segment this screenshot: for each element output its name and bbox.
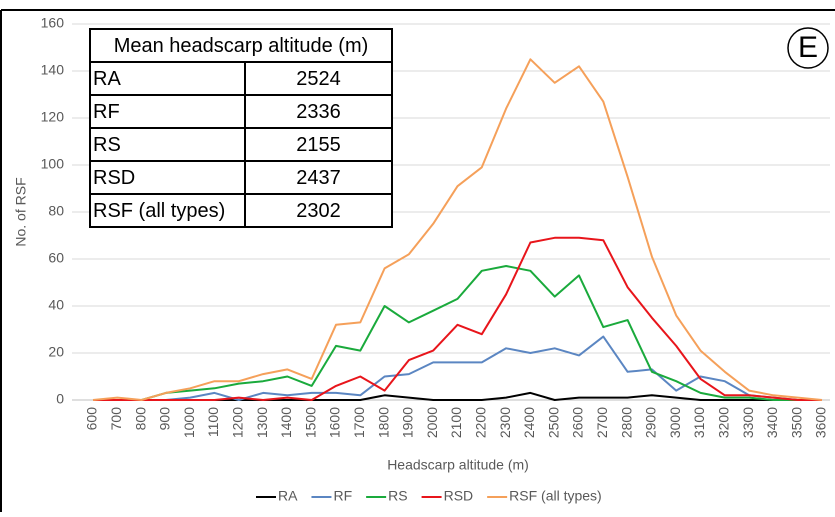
x-tick-label: 1500 <box>302 407 318 438</box>
x-tick-label: 2000 <box>424 407 440 438</box>
legend-label: RSD <box>444 488 474 504</box>
annotation: E <box>798 31 818 64</box>
table-cell: 2336 <box>296 101 341 123</box>
x-tick-label: 1300 <box>254 407 270 438</box>
x-tick-label: 2400 <box>521 407 537 438</box>
y-tick-label: 80 <box>48 203 64 219</box>
x-tick-label: 900 <box>157 407 173 431</box>
series-line <box>93 265 822 401</box>
table-cell: 2524 <box>296 68 341 90</box>
series-line <box>93 335 822 401</box>
x-tick-label: 2800 <box>618 407 634 438</box>
x-tick-label: 2300 <box>497 407 513 438</box>
y-tick-label: 140 <box>41 62 65 78</box>
x-tick-label: 3500 <box>788 407 804 438</box>
y-tick-label: 20 <box>48 344 64 360</box>
y-tick-label: 60 <box>48 250 64 266</box>
x-tick-label: 1800 <box>375 407 391 438</box>
x-tick-label: 2200 <box>473 407 489 438</box>
x-tick-label: 2600 <box>570 407 586 438</box>
table-cell: RSF (all types) <box>93 200 225 222</box>
y-axis-label: No. of RSF <box>13 177 29 246</box>
series-line <box>92 58 823 401</box>
x-tick-label: 3200 <box>716 407 732 438</box>
x-tick-label: 3600 <box>813 407 829 438</box>
x-axis-label: Headscarp altitude (m) <box>387 457 529 473</box>
y-tick-label: 120 <box>41 109 65 125</box>
x-tick-label: 800 <box>132 407 148 431</box>
table-cell: 2155 <box>296 134 341 156</box>
x-tick-label: 2700 <box>594 407 610 438</box>
x-tick-label: 2100 <box>448 407 464 438</box>
x-tick-label: 700 <box>108 407 124 431</box>
x-tick-label: 3400 <box>764 407 780 438</box>
x-tick-label: 600 <box>84 407 100 431</box>
series-line <box>93 236 822 401</box>
x-tick-label: 2900 <box>643 407 659 438</box>
x-tick-label: 3300 <box>740 407 756 438</box>
table-header: Mean headscarp altitude (m) <box>114 35 369 57</box>
table-cell: RSD <box>93 167 135 189</box>
x-tick-label: 1900 <box>400 407 416 438</box>
x-tick-label: 3100 <box>691 407 707 438</box>
table-cell: RF <box>93 101 120 123</box>
y-tick-label: 160 <box>41 15 65 31</box>
x-tick-label: 1700 <box>351 407 367 438</box>
x-tick-label: 1400 <box>278 407 294 438</box>
table-cell: RA <box>93 68 121 90</box>
legend-label: RSF (all types) <box>509 488 602 504</box>
y-tick-label: 40 <box>48 297 64 313</box>
x-tick-label: 1000 <box>181 407 197 438</box>
table-cell: 2302 <box>296 200 341 222</box>
x-tick-label: 2500 <box>545 407 561 438</box>
table-cell: RS <box>93 134 121 156</box>
y-tick-label: 100 <box>41 156 65 172</box>
table-cell: 2437 <box>296 167 341 189</box>
legend-label: RF <box>333 488 352 504</box>
x-tick-label: 1600 <box>327 407 343 438</box>
x-tick-label: 1200 <box>230 407 246 438</box>
x-tick-label: 3000 <box>667 407 683 438</box>
x-tick-label: 1100 <box>205 407 221 437</box>
y-tick-label: 0 <box>56 391 64 407</box>
annotation-circle <box>787 27 829 69</box>
legend-label: RA <box>278 488 298 504</box>
legend-label: RS <box>388 488 407 504</box>
